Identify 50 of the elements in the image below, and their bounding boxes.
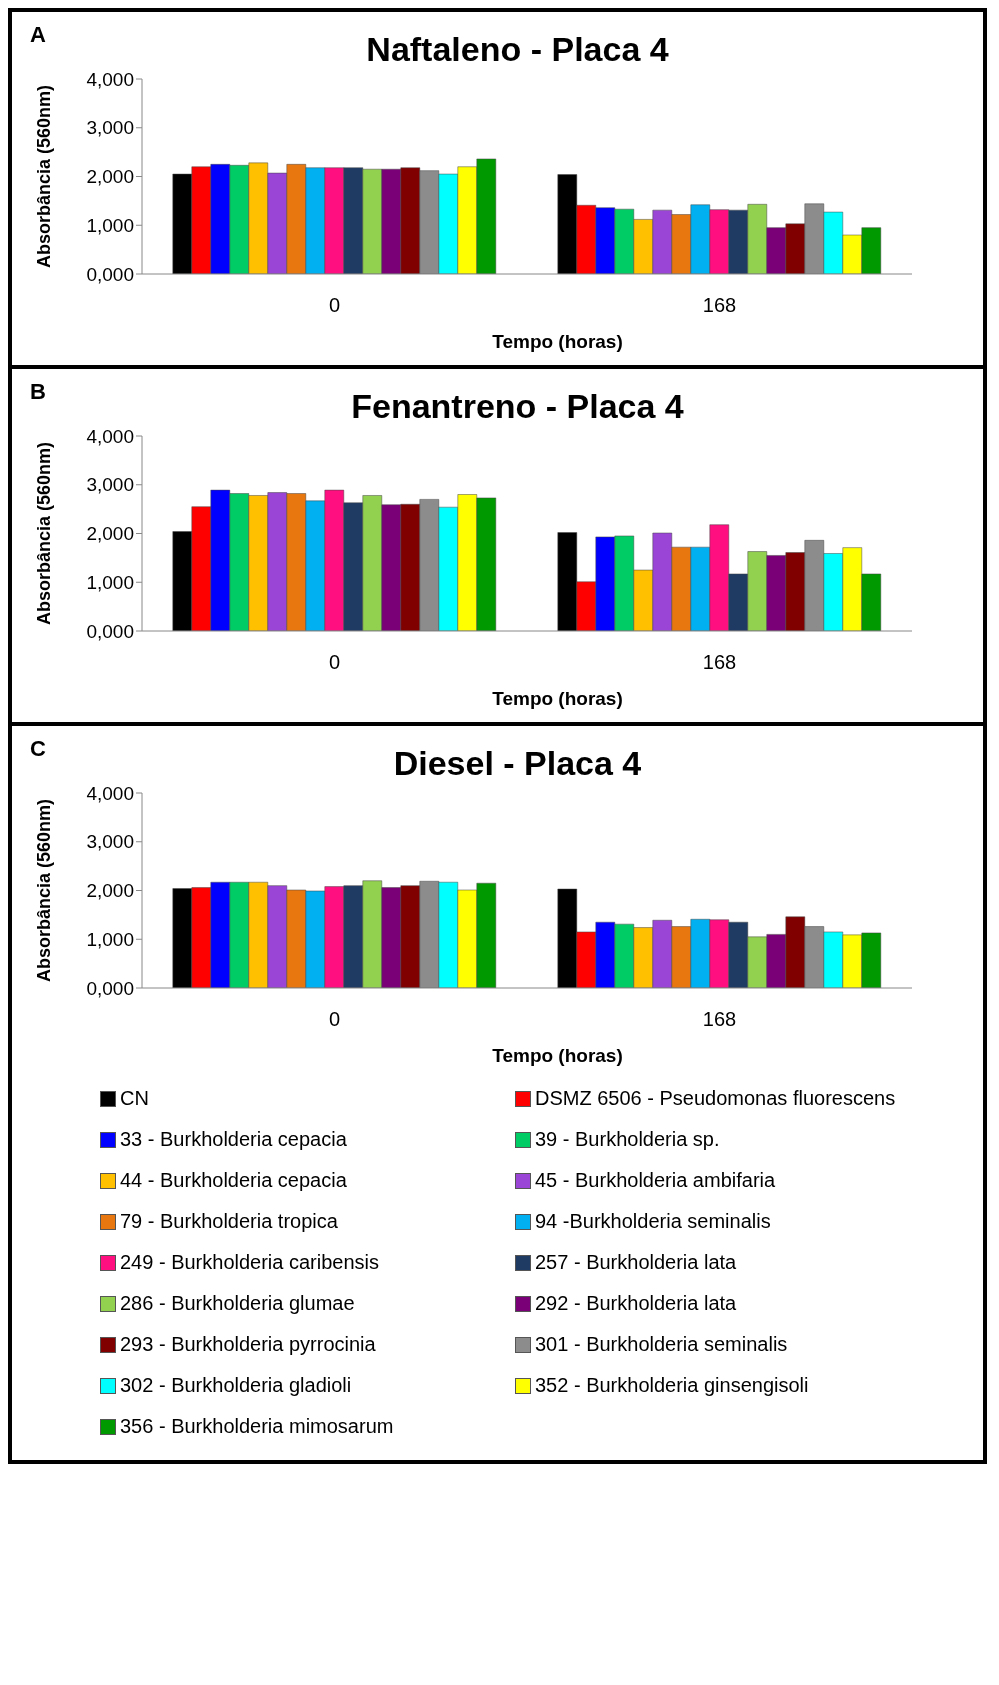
y-tick-label: 4,000 [86, 68, 134, 90]
y-tick-label: 1,000 [86, 214, 134, 236]
text: A [30, 22, 46, 48]
y-tick-label: 2,000 [86, 166, 134, 188]
y-tick-label: 0,000 [86, 977, 134, 999]
y-tick-label: 1,000 [86, 928, 134, 950]
x-tick-label: 0 [328, 1008, 341, 1031]
legend-label: DSMZ 6506 - Pseudomonas fluorescens [535, 1087, 896, 1110]
legend-label: 352 - Burkholderia ginsengisoli [535, 1374, 809, 1397]
legend-label: 257 - Burkholderia lata [535, 1251, 737, 1274]
legend-label: 44 - Burkholderia cepacia [120, 1169, 347, 1192]
y-tick-label: 2,000 [86, 880, 134, 902]
text: B [30, 379, 46, 405]
legend-label: 249 - Burkholderia caribensis [120, 1251, 380, 1274]
legend-label: 286 - Burkholderia glumae [120, 1292, 355, 1315]
legend-label: 33 - Burkholderia cepacia [120, 1128, 347, 1151]
chart-title: Fenantreno - Placa 4 [351, 387, 684, 425]
legend-label: 79 - Burkholderia tropica [120, 1210, 338, 1233]
legend-label: 45 - Burkholderia ambifaria [535, 1169, 776, 1192]
y-axis-title: Absorbância (560nm) [34, 84, 55, 269]
y-tick-label: 3,000 [86, 831, 134, 853]
chart-title: Naftaleno - Placa 4 [366, 30, 669, 68]
x-tick-label: 0 [328, 651, 341, 674]
x-tick-label: 168 [702, 1008, 737, 1031]
x-axis-title: Tempo (horas) [491, 331, 624, 353]
legend-label: 356 - Burkholderia mimosarum [120, 1415, 394, 1438]
y-axis-title: Absorbância (560nm) [34, 441, 55, 626]
legend-label: 292 - Burkholderia lata [535, 1292, 737, 1315]
y-tick-label: 0,000 [86, 620, 134, 642]
x-axis-title: Tempo (horas) [491, 1045, 624, 1067]
y-tick-label: 4,000 [86, 425, 134, 447]
y-tick-label: 1,000 [86, 571, 134, 593]
y-tick-label: 2,000 [86, 523, 134, 545]
legend-label: CN [120, 1087, 149, 1110]
x-tick-label: 168 [702, 651, 737, 674]
y-tick-label: 3,000 [86, 117, 134, 139]
text: C [30, 736, 46, 762]
legend-label: 39 - Burkholderia sp. [535, 1128, 720, 1151]
y-tick-label: 0,000 [86, 263, 134, 285]
y-axis-title: Absorbância (560nm) [34, 798, 55, 983]
legend-label: 301 - Burkholderia seminalis [535, 1333, 788, 1356]
legend-label: 302 - Burkholderia gladioli [120, 1374, 352, 1397]
x-tick-label: 168 [702, 294, 737, 317]
y-tick-label: 4,000 [86, 782, 134, 804]
chart-title: Diesel - Placa 4 [393, 744, 642, 782]
y-tick-label: 3,000 [86, 474, 134, 496]
x-axis-title: Tempo (horas) [491, 688, 624, 710]
x-tick-label: 0 [328, 294, 341, 317]
legend-label: 94 -Burkholderia seminalis [535, 1210, 771, 1233]
legend-label: 293 - Burkholderia pyrrocinia [120, 1333, 376, 1356]
